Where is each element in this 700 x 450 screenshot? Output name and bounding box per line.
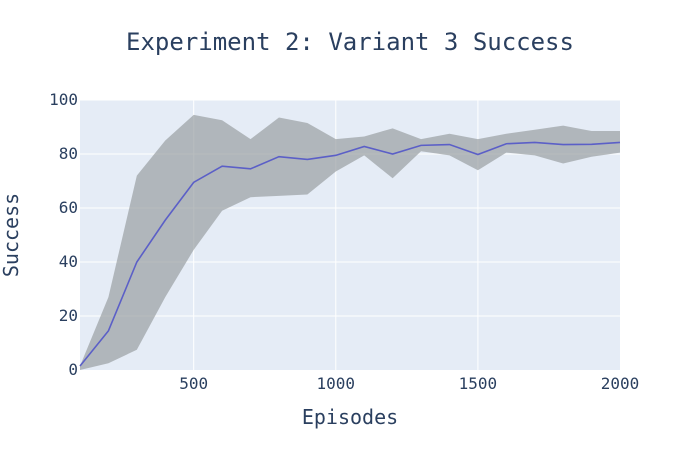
x-tick-label: 500 xyxy=(179,374,208,393)
y-axis-ticks: 0 20 40 60 80 100 xyxy=(49,90,78,379)
y-tick-label: 40 xyxy=(59,252,78,271)
series-line xyxy=(79,141,621,367)
x-tick-label: 1000 xyxy=(317,374,356,393)
x-axis-title: Episodes xyxy=(302,405,398,429)
chart-title: Experiment 2: Variant 3 Success xyxy=(126,28,574,56)
x-tick-label: 1500 xyxy=(459,374,498,393)
y-tick-label: 100 xyxy=(49,90,78,109)
y-axis-title: Success xyxy=(0,193,23,277)
y-tick-label: 20 xyxy=(59,306,78,325)
series-range-band xyxy=(80,114,620,370)
y-tick-label: 0 xyxy=(68,360,78,379)
x-axis-ticks: 500 1000 1500 2000 xyxy=(179,374,639,393)
y-tick-label: 80 xyxy=(59,144,78,163)
x-tick-label: 2000 xyxy=(601,374,640,393)
y-tick-label: 60 xyxy=(59,198,78,217)
